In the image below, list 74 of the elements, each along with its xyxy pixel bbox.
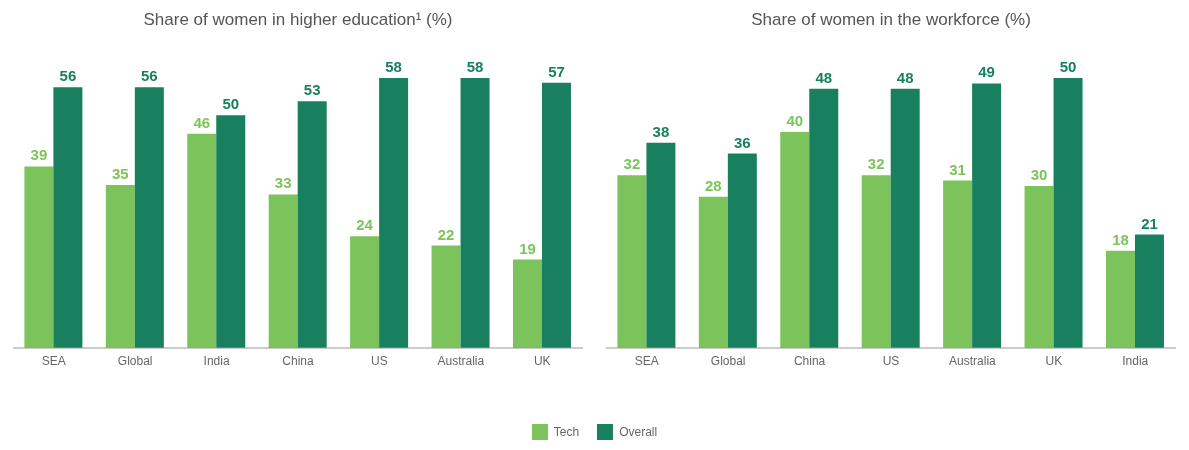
- x-tick-label: SEA: [634, 353, 659, 368]
- data-label: 58: [466, 58, 484, 75]
- chart-title: Share of women in higher education¹ (%): [142, 10, 454, 31]
- x-tick-label: Global: [710, 353, 746, 368]
- data-label: 36: [733, 133, 751, 151]
- bar: [541, 82, 571, 348]
- data-label: 38: [652, 122, 670, 140]
- x-tick-label: US: [882, 353, 900, 368]
- bar: [216, 115, 246, 348]
- data-label: 49: [978, 63, 995, 81]
- x-tick-label: UK: [1045, 353, 1063, 368]
- data-label: 18: [1112, 230, 1129, 248]
- bar: [431, 245, 461, 348]
- bar: [297, 101, 327, 348]
- x-tick-label: UK: [533, 353, 551, 368]
- bar: [134, 87, 164, 348]
- data-label: 53: [303, 81, 321, 99]
- data-label: 56: [140, 67, 158, 85]
- x-tick-label: India: [203, 353, 230, 368]
- x-tick-label: Australia: [949, 353, 997, 368]
- bar: [1053, 78, 1083, 348]
- data-label: 48: [896, 68, 914, 86]
- data-label: 50: [1059, 58, 1077, 75]
- bar: [350, 236, 380, 348]
- data-label: 56: [59, 67, 77, 85]
- bar: [1134, 234, 1164, 348]
- bar: [617, 175, 647, 348]
- x-tick-label: China: [282, 353, 314, 368]
- bar: [972, 83, 1002, 348]
- x-tick-label: Global: [117, 353, 153, 368]
- data-label: 28: [704, 176, 722, 194]
- legend-label: Tech: [552, 424, 580, 440]
- chart-title: Share of women in the workforce (%): [750, 10, 1032, 31]
- x-tick-label: SEA: [41, 353, 66, 368]
- x-tick-label: US: [371, 353, 388, 368]
- data-label: 33: [274, 174, 292, 192]
- data-label: 39: [30, 146, 48, 164]
- legend-label: Overall: [618, 424, 658, 440]
- bar: [53, 87, 83, 348]
- x-tick-label: China: [793, 353, 826, 368]
- bar: [187, 133, 217, 348]
- data-label: 57: [548, 62, 565, 80]
- bar: [943, 180, 973, 348]
- data-label: 24: [356, 216, 374, 234]
- data-label: 46: [193, 113, 211, 131]
- bar: [1105, 250, 1135, 348]
- bar: [646, 142, 676, 348]
- bar: [268, 194, 298, 348]
- bar: [698, 196, 728, 348]
- bar: [780, 132, 810, 348]
- bar: [727, 153, 757, 348]
- data-label: 32: [867, 155, 885, 173]
- data-label: 40: [786, 112, 804, 129]
- bar: [1024, 186, 1054, 348]
- data-label: 32: [623, 155, 641, 173]
- bar: [861, 175, 891, 348]
- bar: [379, 78, 409, 348]
- x-tick-label: India: [1122, 353, 1149, 368]
- bar: [460, 78, 490, 348]
- data-label: 31: [949, 160, 966, 178]
- bar: [105, 185, 135, 348]
- bar: [890, 88, 920, 348]
- bar: [512, 259, 542, 348]
- data-label: 19: [519, 239, 536, 257]
- data-label: 48: [815, 68, 833, 86]
- bar: [809, 88, 839, 348]
- x-tick-label: Australia: [437, 353, 485, 368]
- data-label: 58: [385, 58, 402, 75]
- data-label: 50: [222, 95, 240, 113]
- data-label: 22: [437, 225, 455, 243]
- data-label: 30: [1030, 166, 1048, 183]
- data-label: 21: [1141, 214, 1158, 232]
- data-label: 35: [111, 165, 129, 183]
- bar: [24, 166, 54, 348]
